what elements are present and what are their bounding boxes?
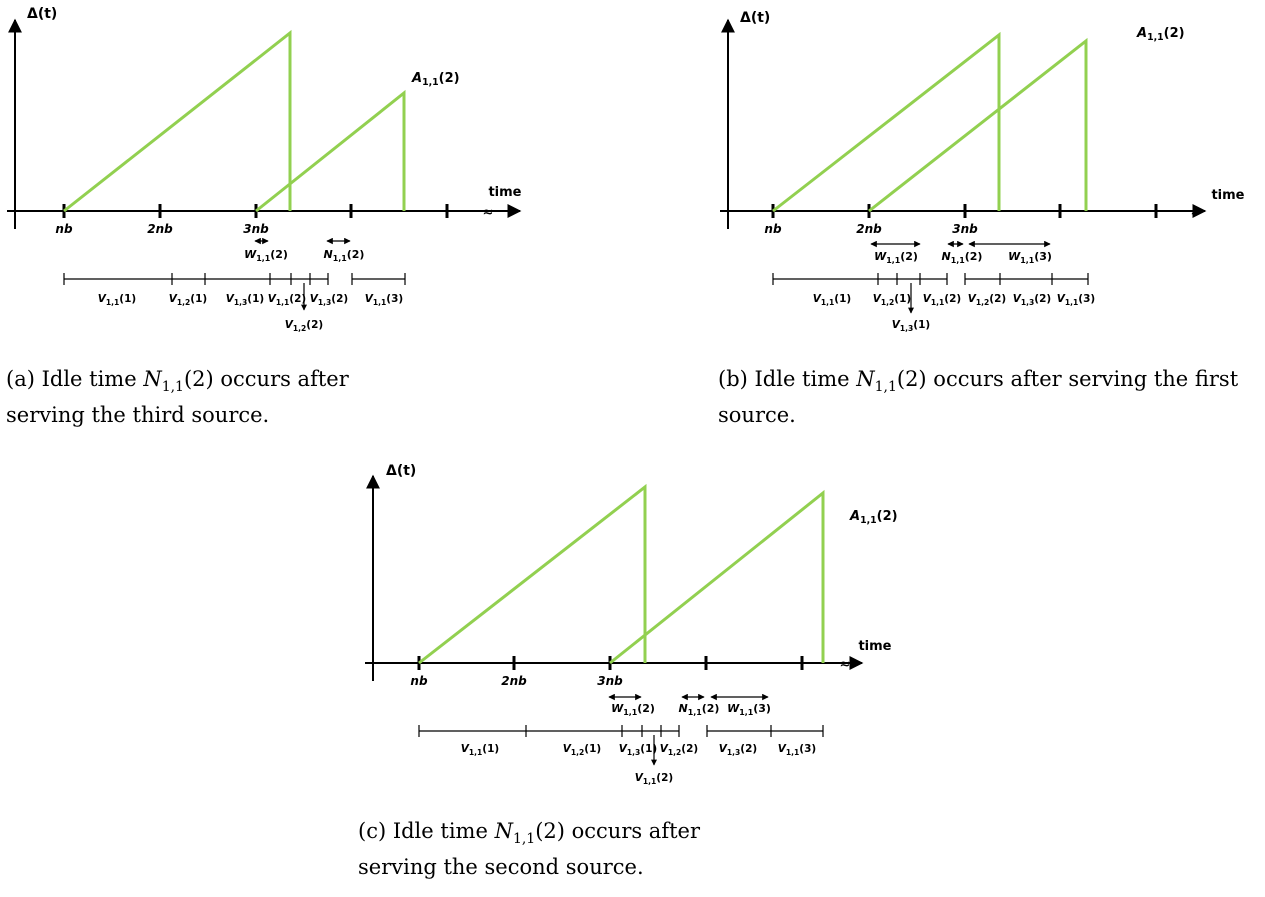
interval-label: W1,1(3)	[1008, 250, 1052, 265]
tick-label: 2nb	[147, 222, 173, 236]
panel-a: Δ(t) time ≈ nb 2nb 3nb A1,1(2) W1,1(2) N1,1(2) V1…	[7, 6, 522, 333]
arrival-label: A1,1(2)	[1136, 26, 1185, 43]
age-sawtooth	[418, 483, 647, 665]
service-label: V1,1(2)	[268, 293, 306, 307]
service-label: V1,3(2)	[1013, 293, 1051, 307]
x-axis-label: time	[858, 639, 891, 654]
service-label: V1,1(1)	[98, 293, 136, 307]
service-label: V1,2(1)	[873, 293, 911, 307]
service-label: V1,1(2)	[923, 293, 961, 307]
tick-label: 2nb	[856, 222, 882, 236]
interval-label: W1,1(3)	[727, 702, 771, 717]
tick-label: 3nb	[952, 222, 978, 236]
service-label: V1,1(1)	[461, 743, 499, 757]
interval-label: W1,1(2)	[611, 702, 655, 717]
tick-label: nb	[764, 222, 782, 236]
service-label: V1,1(3)	[365, 293, 403, 307]
pointer-label: V1,3(1)	[892, 319, 930, 333]
service-label: V1,2(2)	[968, 293, 1006, 307]
service-label: V1,3(2)	[719, 743, 757, 757]
caption-a: (a) Idle time N1,1(2) occurs after servi…	[6, 367, 349, 427]
axis-break-mark: ≈	[1191, 205, 1202, 220]
panel-b: Δ(t) time ≈ nb 2nb 3nb A1,1(2) W1,1(2) N1,1(2) W1…	[720, 10, 1245, 333]
axis-break-mark: ≈	[840, 657, 851, 672]
interval-label: N1,1(2)	[324, 248, 365, 263]
interval-label: N1,1(2)	[942, 250, 983, 265]
age-sawtooth	[255, 89, 406, 213]
service-label: V1,3(2)	[310, 293, 348, 307]
x-axis-label: time	[1211, 188, 1244, 203]
arrival-label: A1,1(2)	[411, 71, 460, 88]
interval-label: N1,1(2)	[679, 702, 720, 717]
age-sawtooth	[868, 37, 1088, 213]
service-label: V1,3(1)	[619, 743, 657, 757]
x-axis-label: time	[488, 185, 521, 200]
tick-label: 3nb	[243, 222, 269, 236]
service-label: V1,3(1)	[226, 293, 264, 307]
age-sawtooth	[609, 489, 825, 665]
y-axis-label: Δ(t)	[386, 463, 416, 479]
service-label: V1,2(1)	[169, 293, 207, 307]
tick-label: nb	[410, 674, 428, 688]
caption-c: (c) Idle time N1,1(2) occurs after servi…	[358, 819, 701, 879]
y-axis-label: Δ(t)	[740, 10, 770, 26]
age-sawtooth	[772, 31, 1001, 213]
y-axis-label: Δ(t)	[27, 6, 57, 22]
axis-break-mark: ≈	[483, 205, 494, 220]
pointer-label: V1,2(2)	[285, 319, 323, 333]
service-label: V1,1(3)	[1057, 293, 1095, 307]
service-label: V1,2(1)	[563, 743, 601, 757]
service-label: V1,1(1)	[813, 293, 851, 307]
tick-label: 3nb	[597, 674, 623, 688]
service-label: V1,1(3)	[778, 743, 816, 757]
caption-b: (b) Idle time N1,1(2) occurs after servi…	[718, 367, 1239, 427]
arrival-label: A1,1(2)	[849, 509, 898, 526]
interval-label: W1,1(2)	[874, 250, 918, 265]
tick-label: 2nb	[501, 674, 527, 688]
age-sawtooth	[63, 29, 292, 213]
panel-c: Δ(t) time ≈ nb 2nb 3nb A1,1(2) W1,1(2) N1,1(2) W1…	[365, 463, 898, 786]
tick-label: nb	[55, 222, 73, 236]
service-label: V1,2(2)	[660, 743, 698, 757]
interval-label: W1,1(2)	[244, 248, 288, 263]
pointer-label: V1,1(2)	[635, 772, 673, 786]
